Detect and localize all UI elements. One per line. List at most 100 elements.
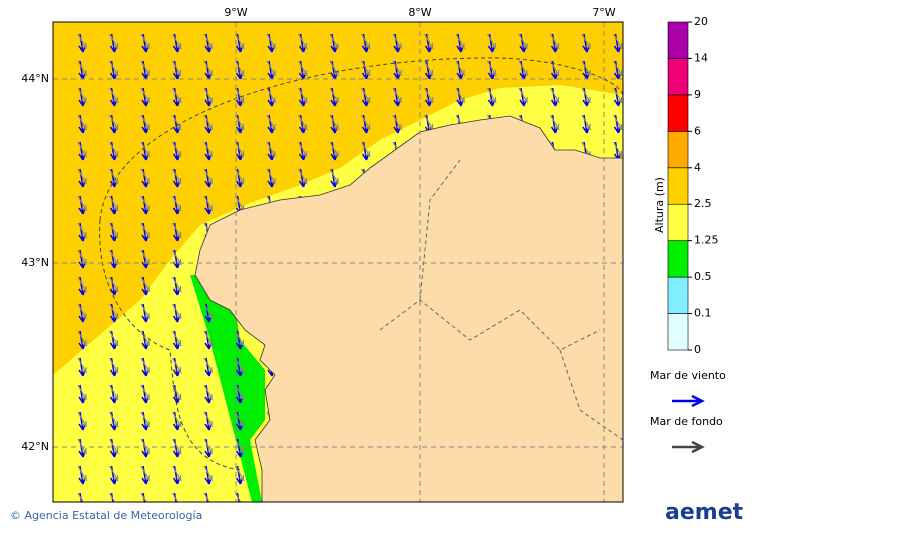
colorbar-label: 9 (694, 88, 701, 101)
swell-arrow (77, 357, 88, 374)
wind-sea-arrow (142, 492, 146, 502)
swell-arrow (297, 60, 309, 77)
swell-arrow (77, 60, 88, 77)
swell-arrow (549, 87, 561, 104)
swell-arrow (234, 114, 246, 131)
swell-arrow (581, 33, 592, 50)
legend-label: Mar de fondo (650, 415, 723, 428)
wind-sea-arrow (205, 492, 209, 502)
colorbar-box (667, 131, 689, 169)
swell-arrow (108, 492, 119, 502)
lat-label: 43°N (21, 256, 49, 269)
swell-arrow (108, 114, 120, 131)
swell-arrow (266, 141, 277, 158)
swell-arrow (108, 168, 120, 185)
swell-arrow (392, 114, 403, 131)
lon-label: 7°W (592, 6, 615, 19)
swell-arrow (140, 465, 151, 482)
swell-arrow (203, 114, 214, 131)
swell-arrow (140, 87, 151, 104)
swell-arrow (77, 222, 88, 239)
swell-arrow (392, 60, 403, 77)
colorbar-label: 0.5 (694, 270, 712, 283)
swell-arrow (423, 33, 435, 50)
swell-arrow (108, 60, 120, 77)
swell-arrow (423, 60, 435, 77)
swell-arrow (266, 114, 277, 131)
colorbar-box (667, 21, 689, 59)
colorbar-box (667, 167, 689, 205)
swell-arrow (140, 33, 151, 50)
swell-arrow (234, 60, 246, 77)
swell-arrow (77, 492, 87, 502)
swell-arrow (203, 330, 214, 347)
colorbar-label: 0.1 (694, 307, 712, 320)
colorbar-box (667, 313, 689, 351)
swell-arrow (329, 60, 340, 77)
swell-arrow (203, 384, 214, 401)
swell-arrow (329, 114, 340, 131)
swell-arrow (234, 141, 246, 158)
lat-label: 44°N (21, 72, 49, 85)
swell-arrow (108, 438, 120, 455)
swell-arrow (108, 141, 120, 158)
swell-arrow (203, 87, 214, 104)
swell-arrow (108, 33, 120, 50)
colorbar-label: 1.25 (694, 234, 719, 247)
swell-arrow (581, 60, 592, 77)
swell-arrow (140, 141, 151, 158)
swell-arrow (297, 168, 309, 185)
colorbar-box (667, 240, 689, 278)
graticule (53, 22, 623, 502)
swell-arrow (329, 168, 340, 185)
swell-arrow (486, 87, 498, 104)
swell-arrow (108, 303, 120, 320)
swell-arrow (108, 330, 120, 347)
swell-arrow (612, 33, 623, 50)
swell-arrow (392, 33, 403, 50)
swell-arrow (234, 33, 246, 50)
swell-arrow (171, 114, 183, 131)
swell-arrow (77, 114, 88, 131)
swell-arrow (549, 33, 561, 50)
swell-arrow (108, 357, 120, 374)
swell-arrow (108, 465, 120, 482)
swell-arrow (171, 195, 183, 212)
swell-arrow (297, 33, 309, 50)
map-frame (52, 21, 624, 503)
swell-arrow (77, 141, 88, 158)
swell-arrow (108, 222, 120, 239)
swell-arrow (171, 330, 183, 347)
swell-arrow (171, 465, 183, 482)
swell-arrow (266, 33, 277, 50)
zone-boundary (99, 57, 623, 471)
swell-arrow (203, 465, 214, 482)
swell-arrow (518, 33, 529, 50)
colorbar-label: 14 (694, 51, 708, 64)
swell-arrow (234, 357, 246, 374)
legend-label: Mar de viento (650, 369, 726, 382)
swell-arrow (266, 87, 277, 104)
swell-arrow (549, 60, 561, 77)
swell-arrow (360, 141, 372, 158)
swell-arrow (171, 492, 182, 502)
swell-arrow (171, 276, 183, 293)
wind-sea-arrow (110, 492, 114, 502)
swell-arrow (108, 384, 120, 401)
swell-arrow (108, 411, 120, 428)
legend-arrow (672, 440, 705, 454)
swell-arrow (203, 411, 214, 428)
swell-arrow (140, 195, 151, 212)
swell-arrow (77, 438, 88, 455)
swell-arrow (140, 60, 151, 77)
colorbar-box (667, 276, 689, 314)
swell-arrow (203, 438, 214, 455)
swell-arrow (77, 168, 88, 185)
swell-arrow (77, 276, 88, 293)
swell-arrow (203, 168, 214, 185)
swell-arrow (234, 465, 246, 482)
colorbar-box (667, 203, 689, 241)
sea-green (190, 275, 265, 502)
swell-arrow (171, 141, 183, 158)
swell-arrow (360, 33, 372, 50)
